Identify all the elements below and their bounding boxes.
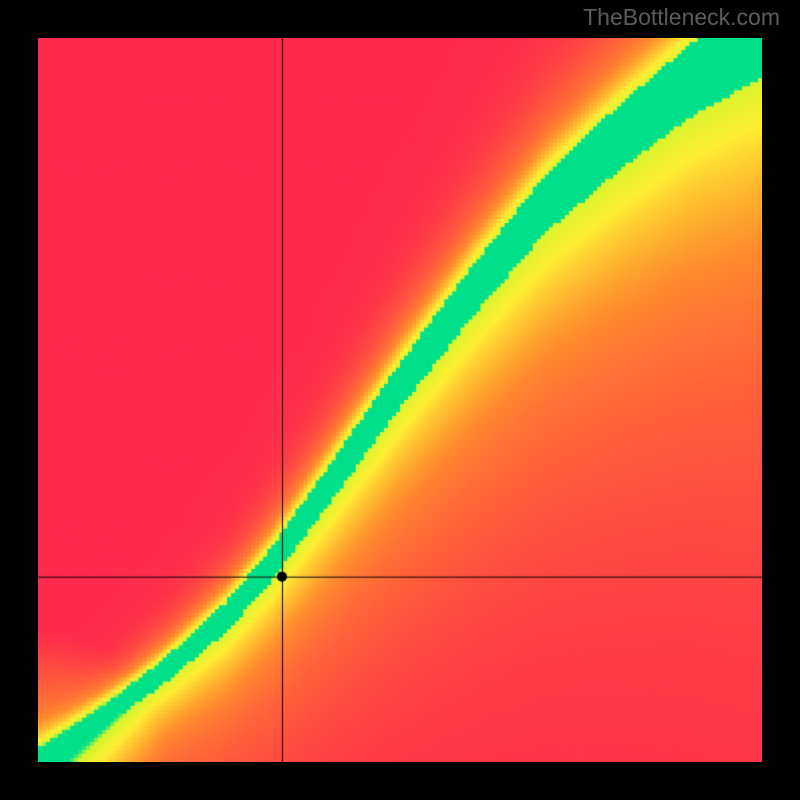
bottleneck-heatmap <box>38 38 762 762</box>
chart-container: TheBottleneck.com <box>0 0 800 800</box>
watermark-text: TheBottleneck.com <box>583 4 780 31</box>
